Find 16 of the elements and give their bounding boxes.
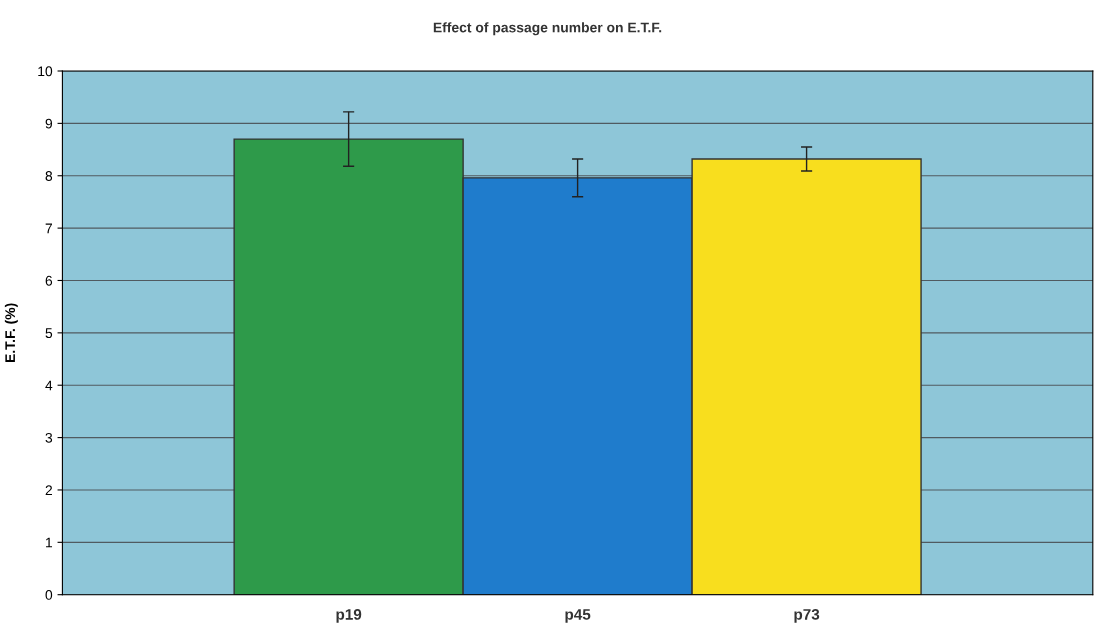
y-tick-label: 8: [45, 171, 53, 181]
y-tick-label: 3: [45, 432, 53, 443]
chart-title: Effect of passage number on E.T.F.: [433, 22, 662, 36]
y-axis-title: E.T.F. (%): [4, 303, 18, 363]
y-tick-label: 6: [45, 275, 53, 286]
y-tick-label: 0: [45, 590, 53, 600]
y-tick-label: 4: [45, 380, 53, 391]
y-tick-label: 5: [45, 328, 53, 339]
y-tick-label: 1: [46, 537, 53, 548]
x-tick-label: p19: [336, 608, 362, 623]
y-tick-label: 2: [45, 485, 52, 495]
x-tick-label: p45: [565, 609, 591, 623]
y-tick-label: 9: [45, 118, 53, 129]
y-tick-label: 7: [45, 223, 52, 234]
x-tick-label: p73: [794, 608, 820, 623]
y-tick-label: 10: [38, 66, 53, 77]
